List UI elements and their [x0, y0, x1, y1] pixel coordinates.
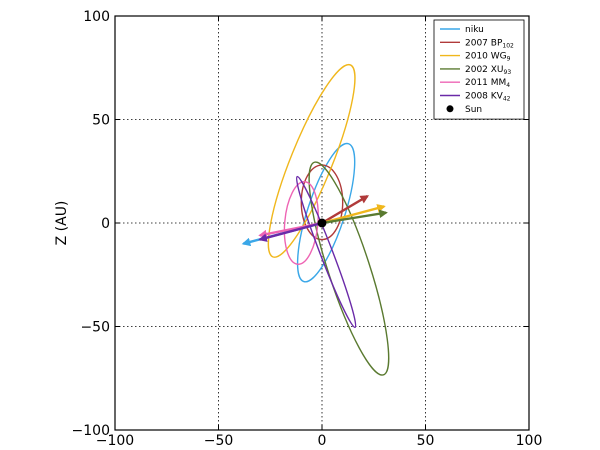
- legend-label-sun: Sun: [465, 105, 482, 115]
- legend-label: niku: [465, 25, 484, 35]
- x-tick-label: −100: [96, 433, 134, 449]
- legend-label: 2007 BP102: [465, 38, 514, 49]
- legend-sun-marker: [446, 105, 454, 113]
- x-tick-label: 50: [417, 433, 435, 449]
- y-tick-label: 50: [92, 113, 110, 129]
- orbit-2010-wg9: [267, 63, 356, 258]
- tick-layer: −100−100 −50 −50 0 0 50 50 100 100: [72, 9, 543, 449]
- y-tick-label: 100: [83, 9, 110, 25]
- arrow-2007-bp102: [321, 195, 370, 225]
- x-tick-label: 0: [318, 433, 327, 449]
- y-tick-label: −100: [72, 423, 110, 439]
- legend-label: 2008 KV42: [465, 92, 511, 103]
- arrow-2002-xu93: [321, 209, 388, 225]
- arrow-layer: [241, 195, 388, 247]
- sun-layer: [317, 218, 327, 228]
- y-tick-label: 0: [101, 216, 110, 232]
- arrow-2008-kv42: [258, 221, 323, 242]
- legend-label: 2011 MM4: [465, 78, 510, 89]
- x-tick-label: 100: [516, 433, 543, 449]
- legend-label: 2002 XU93: [465, 65, 511, 76]
- orbit-2002-xu93: [308, 161, 390, 376]
- y-tick-label: −50: [80, 320, 110, 336]
- y-axis-label: Z (AU): [54, 201, 70, 246]
- orbit-2008-kv42: [295, 175, 357, 329]
- sun-marker: [317, 218, 327, 228]
- legend: niku 2007 BP102 2010 WG9 2002 XU93 2011 MM4 2…: [433, 19, 525, 120]
- x-tick-label: −50: [204, 433, 234, 449]
- legend-label: 2010 WG9: [465, 52, 511, 63]
